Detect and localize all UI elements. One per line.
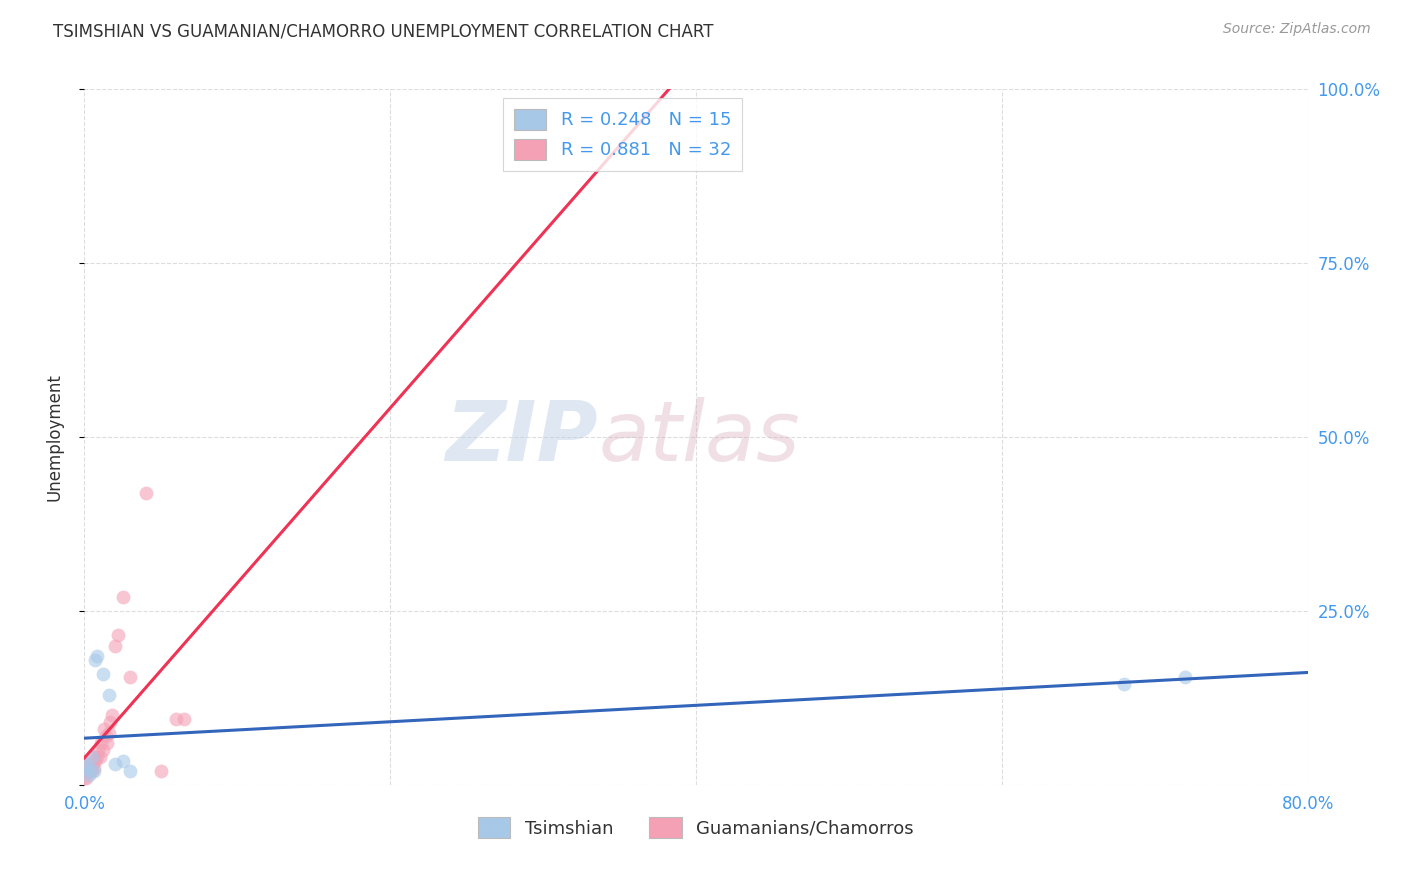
Point xyxy=(165,712,187,726)
Point xyxy=(149,764,172,778)
Text: Source: ZipAtlas.com: Source: ZipAtlas.com xyxy=(1223,22,1371,37)
Text: ZIP: ZIP xyxy=(446,397,598,477)
Point xyxy=(77,764,100,778)
Point xyxy=(1114,677,1136,691)
Point xyxy=(1174,670,1197,684)
Point xyxy=(76,757,98,772)
Point xyxy=(76,757,98,772)
Point xyxy=(73,771,96,785)
Point xyxy=(83,750,105,764)
Point xyxy=(86,649,108,664)
Point xyxy=(107,628,129,642)
Point xyxy=(83,764,105,778)
Point xyxy=(77,767,100,781)
Y-axis label: Unemployment: Unemployment xyxy=(45,373,63,501)
Legend: Tsimshian, Guamanians/Chamorros: Tsimshian, Guamanians/Chamorros xyxy=(471,810,921,846)
Point xyxy=(79,764,101,778)
Point xyxy=(98,715,121,730)
Text: atlas: atlas xyxy=(598,397,800,477)
Point xyxy=(97,688,120,702)
Point xyxy=(93,723,115,737)
Point xyxy=(97,726,120,740)
Point xyxy=(111,754,134,768)
Point xyxy=(101,708,124,723)
Point xyxy=(104,757,127,772)
Point xyxy=(76,764,98,778)
Point xyxy=(96,736,118,750)
Point xyxy=(80,757,103,772)
Point xyxy=(75,771,97,785)
Point xyxy=(84,754,107,768)
Text: TSIMSHIAN VS GUAMANIAN/CHAMORRO UNEMPLOYMENT CORRELATION CHART: TSIMSHIAN VS GUAMANIAN/CHAMORRO UNEMPLOY… xyxy=(53,22,714,40)
Point xyxy=(79,760,101,774)
Point xyxy=(86,750,108,764)
Point xyxy=(77,757,100,772)
Point xyxy=(87,743,110,757)
Point xyxy=(120,670,142,684)
Point xyxy=(83,760,105,774)
Point xyxy=(173,712,195,726)
Point xyxy=(120,764,142,778)
Point xyxy=(91,666,114,681)
Point xyxy=(91,743,114,757)
Point xyxy=(104,639,127,653)
Point xyxy=(94,729,117,743)
Point xyxy=(80,750,103,764)
Point xyxy=(90,736,112,750)
Point xyxy=(75,760,97,774)
Point xyxy=(75,764,97,778)
Point xyxy=(135,485,157,500)
Point xyxy=(84,653,107,667)
Point xyxy=(111,590,134,604)
Point xyxy=(80,764,103,778)
Point xyxy=(89,750,111,764)
